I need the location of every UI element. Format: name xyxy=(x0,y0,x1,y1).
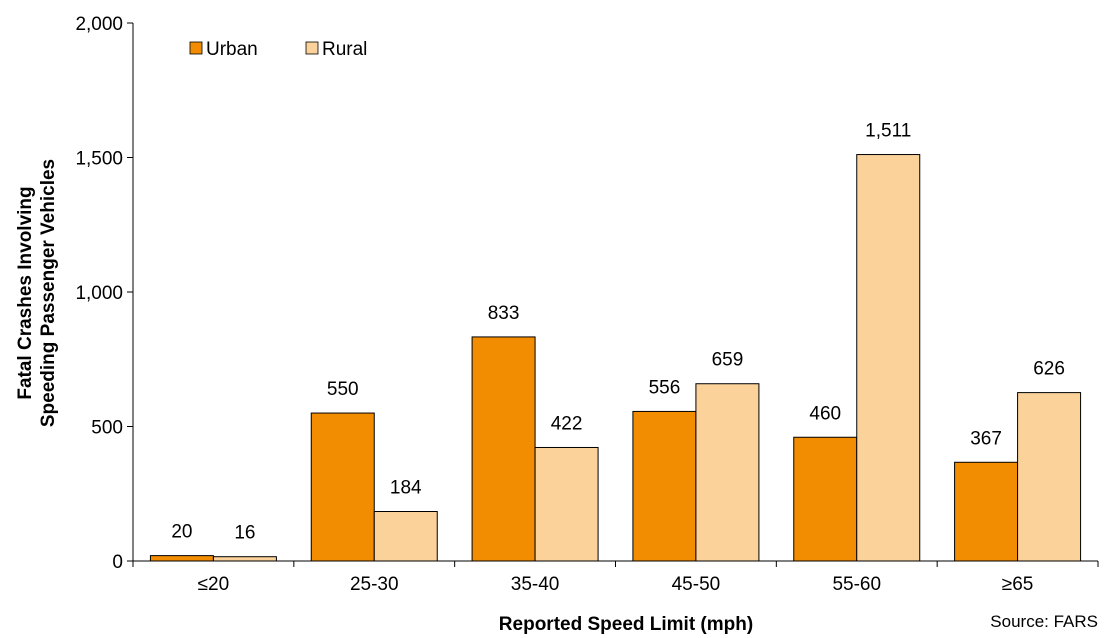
bar-urban-3 xyxy=(632,410,697,562)
x-axis-title: Reported Speed Limit (mph) xyxy=(499,614,753,635)
x-tick-label-4: 55-60 xyxy=(832,574,881,595)
bar-rural-4 xyxy=(856,154,921,562)
legend-label-urban: Urban xyxy=(206,39,258,60)
bar-rural-0 xyxy=(212,556,277,562)
bar-urban-4 xyxy=(793,436,858,562)
legend-label-rural: Rural xyxy=(322,39,367,60)
bar-urban-2 xyxy=(471,336,536,562)
x-tick-label-0: ≤20 xyxy=(198,574,230,595)
data-label-rural-4: 1,511 xyxy=(865,121,911,142)
y-tick-label-2: 1,000 xyxy=(75,283,123,304)
y-tick-label-4: 2,000 xyxy=(75,14,123,35)
x-tick-label-5: ≥65 xyxy=(1002,574,1034,595)
bar-rural-2 xyxy=(534,446,599,562)
data-label-rural-1: 184 xyxy=(390,478,422,499)
y-tick-label-1: 500 xyxy=(91,418,123,439)
x-tick-label-2: 35-40 xyxy=(511,574,560,595)
legend: Urban Rural xyxy=(189,39,367,60)
bar-urban-1 xyxy=(310,412,375,562)
data-label-urban-3: 556 xyxy=(649,377,681,398)
legend-swatch-urban xyxy=(189,41,203,55)
y-tick-label-0: 0 xyxy=(112,552,123,573)
data-label-rural-5: 626 xyxy=(1033,359,1065,380)
x-tick-label-3: 45-50 xyxy=(672,574,721,595)
bar-rural-5 xyxy=(1017,392,1082,562)
data-label-rural-0: 16 xyxy=(234,523,255,544)
y-axis-title-line-2: Speeding Passenger Vehicles xyxy=(38,159,59,427)
y-tick-label-3: 1,500 xyxy=(75,149,123,170)
data-label-urban-1: 550 xyxy=(327,379,359,400)
bar-rural-3 xyxy=(695,383,760,562)
plot-area: 20 16 ≤20 550 184 25-30 833 422 35-40 556 659 45-50… xyxy=(75,14,1099,595)
data-label-rural-3: 659 xyxy=(712,350,744,371)
x-tick-label-1: 25-30 xyxy=(350,574,399,595)
data-label-urban-0: 20 xyxy=(171,522,192,543)
y-axis-title-line-1: Fatal Crashes Involving xyxy=(15,186,36,399)
data-label-urban-5: 367 xyxy=(970,428,1002,449)
data-label-urban-4: 460 xyxy=(809,403,841,424)
bar-urban-5 xyxy=(954,461,1019,562)
bar-urban-0 xyxy=(149,555,214,562)
data-label-urban-2: 833 xyxy=(488,303,520,324)
source-note: Source: FARS xyxy=(990,612,1098,631)
bar-rural-1 xyxy=(373,511,438,562)
data-label-rural-2: 422 xyxy=(551,413,583,434)
legend-swatch-rural xyxy=(305,41,319,55)
